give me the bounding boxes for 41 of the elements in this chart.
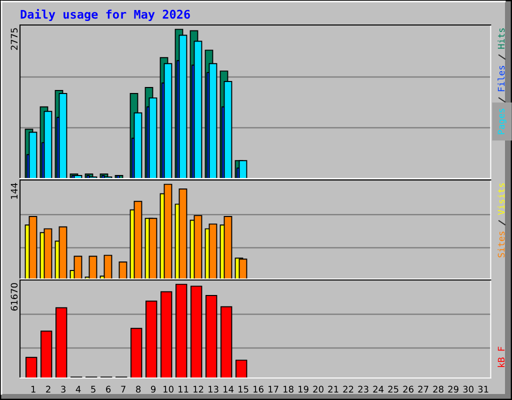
text: 2775 xyxy=(10,28,18,50)
x-tick-label: 11 xyxy=(178,386,188,392)
x-tick-label: 21 xyxy=(328,386,338,392)
x-tick-label: 27 xyxy=(418,386,428,392)
x-tick-label: 29 xyxy=(448,386,458,393)
x-tick-label: 8 xyxy=(136,386,141,393)
x-tick-label: 28 xyxy=(433,386,444,393)
x-tick-label: 26 xyxy=(403,386,414,393)
x-tick-label: 5 xyxy=(91,386,96,393)
x-tick-label: 1 xyxy=(31,386,36,392)
x-tick-label: 30 xyxy=(463,386,474,393)
text: Visits xyxy=(498,183,505,215)
x-tick-label: 10 xyxy=(164,386,174,393)
text: Files xyxy=(498,66,505,92)
x-tick-label: 16 xyxy=(254,386,264,393)
x-tick-label: 31 xyxy=(478,386,488,393)
text: kB F xyxy=(498,346,505,367)
x-tick-label: 23 xyxy=(358,386,368,393)
x-tick-label: 15 xyxy=(238,386,248,393)
x-tick-label: 9 xyxy=(150,386,156,393)
x-tick-label: 13 xyxy=(208,386,218,393)
x-tick-label: 25 xyxy=(388,386,398,393)
x-tick-label: 14 xyxy=(224,386,234,392)
x-tick-label: 22 xyxy=(343,386,354,392)
x-tick-label: 20 xyxy=(313,386,324,393)
text: Hits xyxy=(498,28,505,49)
text: Pages xyxy=(498,108,506,134)
text: 61670 xyxy=(10,283,18,311)
chart-title: Daily usage for May 2026 xyxy=(20,8,190,22)
x-tick-label: 19 xyxy=(298,386,308,393)
x-tick-label: 6 xyxy=(106,386,111,393)
x-tick-label: 2 xyxy=(46,386,50,392)
x-tick-label: 18 xyxy=(284,386,294,393)
x-tick-label: 12 xyxy=(194,386,204,392)
x-tick-label: 24 xyxy=(373,386,384,392)
text: 144 xyxy=(10,183,18,199)
x-tick-label: 17 xyxy=(268,386,278,392)
x-tick-label: 4 xyxy=(76,386,81,392)
text: Sites xyxy=(498,232,505,258)
x-tick-label: 7 xyxy=(121,386,126,392)
x-tick-label: 3 xyxy=(61,386,66,393)
